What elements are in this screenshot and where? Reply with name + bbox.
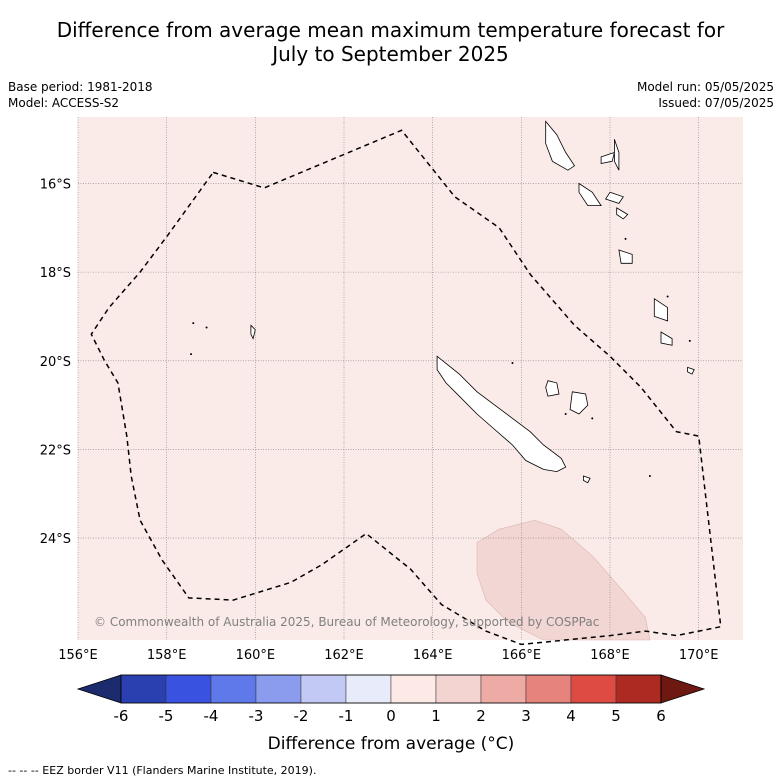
colorbar-segment	[120, 674, 167, 704]
islet	[624, 237, 627, 240]
meta-right: Model run: 05/05/2025 Issued: 07/05/2025	[637, 79, 774, 111]
lon-tick-label: 166°E	[502, 648, 542, 663]
model-run: Model run: 05/05/2025	[636, 80, 774, 94]
issued-date: Issued: 07/05/2025	[658, 96, 774, 110]
island-coastline	[618, 249, 633, 264]
colorbar-tick-label: -6	[114, 707, 129, 725]
colorbar-segment	[570, 674, 617, 704]
islet	[192, 322, 195, 325]
island-coastline	[614, 139, 620, 171]
colorbar-outline	[120, 674, 662, 704]
islet	[511, 361, 514, 364]
colorbar-segment	[300, 674, 347, 704]
islet	[205, 326, 208, 329]
lon-tick-label: 156°E	[58, 648, 98, 663]
lon-tick-label: 158°E	[147, 648, 187, 663]
colorbar-tick-label: -1	[339, 707, 354, 725]
colorbar-tick-label: -3	[249, 707, 264, 725]
island-coastline	[578, 182, 602, 207]
lat-tick-label: 22°S	[40, 443, 71, 458]
island-coastline	[583, 475, 591, 484]
colorbar-tick-label: -2	[294, 707, 309, 725]
island-coastline	[653, 297, 668, 322]
eez-border	[90, 129, 722, 646]
colorbar-tick-label: 5	[611, 707, 621, 725]
colorbar-segment	[480, 674, 527, 704]
lon-tick-label: 162°E	[324, 648, 364, 663]
model-name: Model: ACCESS-S2	[8, 96, 120, 110]
meta-left: Base period: 1981-2018 Model: ACCESS-S2	[8, 79, 153, 111]
colorbar-segment	[210, 674, 257, 704]
colorbar-segment	[390, 674, 437, 704]
lon-tick-label: 168°E	[590, 648, 630, 663]
map-title: Difference from average mean maximum tem…	[0, 18, 781, 66]
copyright-notice: © Commonwealth of Australia 2025, Bureau…	[94, 615, 599, 629]
colorbar-segment	[435, 674, 482, 704]
island-coastline	[250, 324, 256, 340]
base-period: Base period: 1981-2018	[8, 80, 153, 94]
colorbar-segment	[345, 674, 392, 704]
lon-tick-label: 160°E	[236, 648, 276, 663]
colorbar-segment	[525, 674, 572, 704]
colorbar-tick-label: -5	[159, 707, 174, 725]
eez-footnote: -- -- -- EEZ border V11 (Flanders Marine…	[8, 764, 316, 777]
islet	[688, 339, 691, 342]
island-coastline	[616, 207, 629, 220]
colorbar-tick-label: 6	[656, 707, 666, 725]
colorbar-tick-label: 2	[476, 707, 486, 725]
islet	[648, 475, 651, 478]
map-area: 156°E 158°E 160°E 162°E 164°E 166°E 168°E 170°E…	[40, 117, 743, 663]
title-line-1: Difference from average mean maximum tem…	[56, 18, 725, 42]
islet	[564, 412, 567, 415]
lon-tick-label: 164°E	[413, 648, 453, 663]
island-coastline	[600, 151, 615, 164]
island-coastline	[604, 191, 624, 204]
colorbar-extend-high	[660, 674, 706, 704]
island-coastline	[569, 391, 589, 415]
lat-tick-label: 24°S	[40, 532, 71, 547]
colorbar-tick-label: 3	[521, 707, 531, 725]
islet	[666, 295, 669, 298]
island-coastline	[545, 380, 560, 397]
lat-tick-label: 20°S	[40, 355, 71, 370]
map-background	[78, 117, 743, 640]
title-line-2: July to September 2025	[272, 42, 509, 66]
lon-tick-label: 170°E	[679, 648, 719, 663]
colorbar-tick-label: -4	[204, 707, 219, 725]
colorbar-segment	[615, 674, 662, 704]
islet	[190, 353, 193, 356]
colorbar-segment	[165, 674, 212, 704]
lat-tick-label: 16°S	[40, 177, 71, 192]
island-coastline	[436, 355, 567, 473]
islet	[591, 417, 594, 420]
colorbar-tick-label: 1	[431, 707, 441, 725]
colorbar: -6 -5 -4 -3 -2 -1 0 1 2 3 4 5 6	[76, 674, 706, 725]
lat-tick-label: 18°S	[40, 266, 71, 281]
island-coastline	[660, 331, 673, 346]
island-coastline	[545, 120, 576, 171]
colorbar-extend-low	[76, 674, 122, 704]
island-coastline	[687, 366, 695, 375]
colorbar-label: Difference from average (°C)	[268, 734, 515, 754]
anomaly-region	[476, 519, 651, 641]
colorbar-tick-label: 0	[386, 707, 396, 725]
colorbar-tick-label: 4	[566, 707, 576, 725]
colorbar-segment	[255, 674, 302, 704]
